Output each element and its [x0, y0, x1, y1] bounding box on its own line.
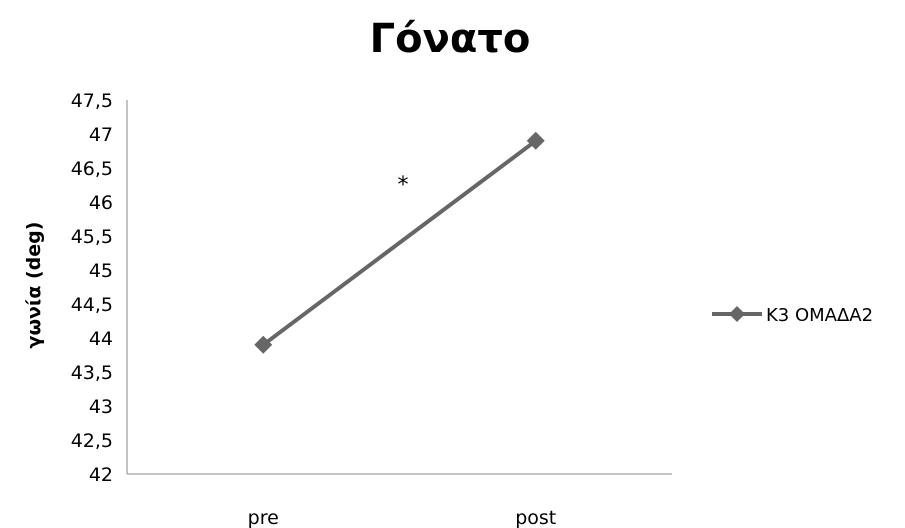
- y-tick-labels: 42 42,5 43 43,5 44 44,5 45 45,5 46 46,5 47 47,5: [71, 90, 113, 486]
- y-tick-label: 43: [89, 396, 113, 418]
- y-tick-label: 42: [89, 464, 113, 486]
- chart-title: Γόνατο: [370, 16, 531, 62]
- significance-annotation: *: [398, 173, 409, 198]
- y-axis-label: γωνία (deg): [23, 222, 45, 349]
- x-tick-labels: pre post: [248, 507, 557, 528]
- y-tick-label: 44,5: [71, 294, 113, 316]
- x-tick-label: pre: [248, 507, 279, 528]
- x-tick-label: post: [515, 507, 556, 528]
- data-point-marker: [254, 335, 273, 354]
- y-tick-label: 46,5: [71, 158, 113, 180]
- data-point-marker: [526, 131, 545, 150]
- y-tick-label: 42,5: [71, 430, 113, 452]
- y-tick-label: 47: [89, 124, 113, 146]
- series-line: [262, 139, 537, 347]
- legend-label: Κ3 ΟΜΑΔΑ2: [766, 305, 873, 326]
- y-tick-label: 47,5: [71, 90, 113, 112]
- y-tick-label: 46: [89, 192, 113, 214]
- y-tick-label: 43,5: [71, 362, 113, 384]
- legend: Κ3 ΟΜΑΔΑ2: [712, 305, 873, 326]
- y-tick-label: 44: [89, 328, 113, 350]
- y-tick-label: 45,5: [71, 226, 113, 248]
- y-tick-label: 45: [89, 260, 113, 282]
- series-layer: [254, 131, 545, 354]
- legend-marker: [729, 306, 745, 322]
